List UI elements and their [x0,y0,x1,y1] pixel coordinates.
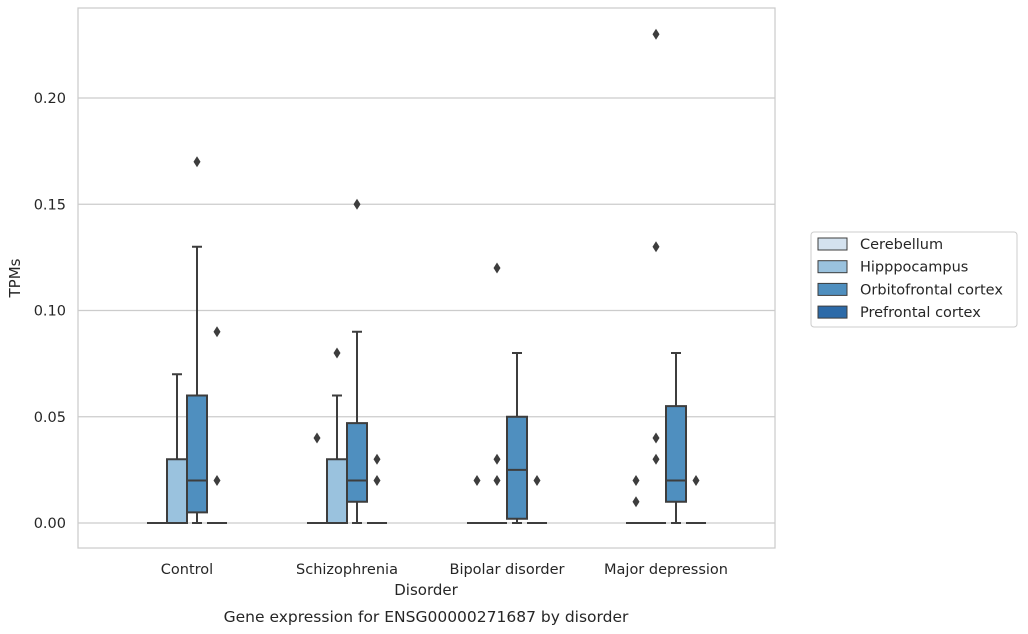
legend-swatch [817,260,848,274]
x-tick-label: Major depression [604,562,728,578]
box-body [326,458,348,524]
outlier-point [333,347,341,359]
outlier-point [652,453,660,465]
x-axis-label: Disorder [394,581,458,599]
box-2-2 [506,352,528,524]
y-tick-label: 0.20 [34,91,66,107]
outlier-point [193,156,201,168]
outlier-point [213,475,221,486]
box-0-2 [186,156,208,524]
box-0-3 [207,326,227,524]
outlier-point [313,432,321,444]
box-1-2 [346,198,368,524]
outlier-point [652,241,660,253]
box-body [166,458,188,524]
x-axis-ticks: Control Schizophrenia Bipolar disorder Majo… [161,562,728,578]
box-2-0 [467,475,487,524]
y-tick-label: 0.00 [34,516,66,532]
legend-swatch [817,237,848,251]
box-1-0 [307,432,327,524]
y-tick-label: 0.05 [34,410,66,426]
outlier-point [213,326,221,338]
box-3-3 [686,475,706,524]
outlier-point [373,475,381,486]
legend-label: Hipppocampus [860,260,968,276]
box-body [346,422,368,503]
box-0-1 [166,373,188,524]
y-tick-label: 0.15 [34,197,66,213]
legend: Cerebellum Hipppocampus Orbitofrontal cort… [810,231,1018,328]
x-tick-label: Control [161,562,213,578]
box-3-2 [665,352,687,524]
outlier-point [353,198,361,210]
box-2-1 [487,262,507,524]
chart-caption: Gene expression for ENSG00000271687 by d… [224,608,629,626]
outlier-point [493,475,501,486]
outlier-point [632,475,640,486]
outlier-point [652,28,660,40]
outlier-point [692,475,700,486]
y-tick-label: 0.10 [34,304,66,320]
box-groups [147,28,706,524]
outlier-point [652,432,660,444]
box-body [665,405,687,503]
y-axis-label: TPMs [6,258,24,298]
outlier-point [533,475,541,486]
legend-label: Prefrontal cortex [860,305,981,321]
legend-swatch [817,282,848,296]
box-3-0 [626,475,646,524]
box-1-1 [326,347,348,524]
legend-swatch [817,305,848,319]
box-2-3 [527,475,547,524]
legend-label: Cerebellum [860,237,943,253]
box-3-1 [646,28,666,524]
legend-frame [810,231,1018,328]
legend-label: Orbitofrontal cortex [860,282,1003,298]
outlier-point [632,496,640,508]
outlier-point [373,453,381,465]
x-tick-label: Bipolar disorder [450,562,565,578]
x-tick-label: Schizophrenia [296,562,398,578]
outlier-point [493,453,501,465]
box-body [506,415,528,520]
box-1-3 [367,453,387,524]
outlier-point [473,475,481,486]
box-body [186,394,208,514]
y-axis-ticks: 0.00 0.05 0.10 0.15 0.20 [34,91,66,532]
outlier-point [493,262,501,274]
plot-frame [77,7,776,549]
